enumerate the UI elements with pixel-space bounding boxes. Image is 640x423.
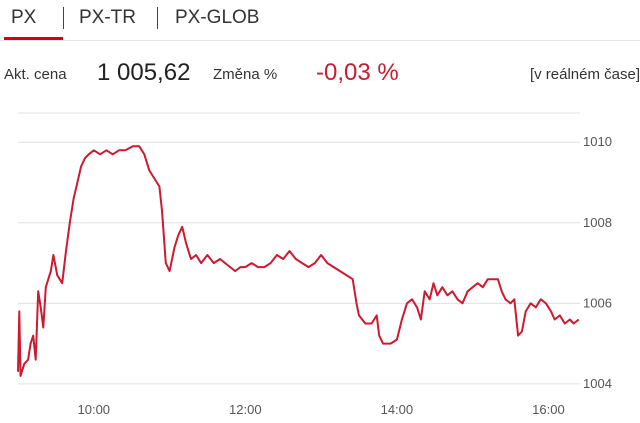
x-tick-label: 12:00 [229,402,262,417]
tab-divider [157,7,158,29]
x-axis-labels: 10:00 12:00 14:00 16:00 [78,402,565,417]
change-label: Změna % [213,66,278,83]
tab-px[interactable]: PX [11,7,37,28]
chart-grid [18,112,580,385]
active-tab-indicator [4,37,63,40]
index-tabs: PX PX-TR PX-GLOB [0,0,640,41]
y-axis-labels: 1004 1006 1008 1010 [583,134,612,391]
tab-px-glob[interactable]: PX-GLOB [175,7,260,28]
tab-px-tr[interactable]: PX-TR [79,7,136,28]
y-tick-label: 1006 [583,295,612,310]
price-label: Akt. cena [4,66,67,83]
index-line-chart: 1004 1006 1008 1010 10:00 12:00 14:00 16:00 [17,112,612,417]
chart-series-line [17,145,580,377]
x-tick-label: 14:00 [381,402,414,417]
quote-bar: Akt. cena 1 005,62 Změna % -0,03 % [v re… [0,58,640,90]
x-tick-label: 10:00 [78,402,111,417]
y-tick-label: 1008 [583,215,612,230]
x-tick-label: 16:00 [532,402,565,417]
y-tick-label: 1010 [583,134,612,149]
y-tick-label: 1004 [583,376,612,391]
tab-divider [63,7,64,29]
realtime-label: [v reálném čase] [529,66,640,83]
price-value: 1 005,62 [97,59,191,86]
change-value: -0,03 % [316,59,399,86]
